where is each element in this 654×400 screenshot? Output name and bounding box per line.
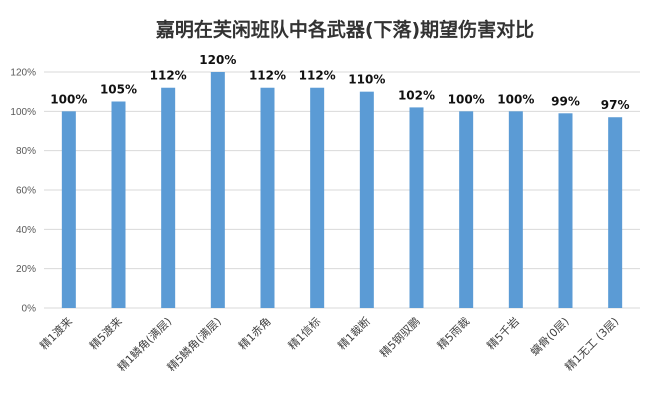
y-tick-label: 100% bbox=[10, 107, 36, 118]
x-tick-label: 精5雨裁 bbox=[435, 315, 472, 352]
data-labels: 100% 105% 112% 120% 112% 112% 110% 102% 100% 100%… bbox=[50, 53, 629, 112]
y-axis-tick-labels: 0% 20% 40% 60% 80% 100% 120% bbox=[10, 68, 36, 315]
x-tick-label: 精1赤角 bbox=[236, 315, 273, 352]
bar bbox=[558, 113, 573, 308]
data-label: 97% bbox=[601, 98, 630, 112]
bar bbox=[210, 72, 225, 308]
data-label: 102% bbox=[398, 88, 435, 102]
y-tick-label: 40% bbox=[16, 225, 36, 236]
y-tick-label: 20% bbox=[16, 264, 36, 275]
y-tick-label: 120% bbox=[10, 68, 36, 79]
x-tick-label: 精1无工 (3层) bbox=[563, 315, 622, 374]
x-tick-label: 精5渡来 bbox=[86, 314, 124, 352]
data-label: 112% bbox=[249, 69, 286, 83]
x-tick-label: 精1渡来 bbox=[37, 314, 75, 352]
bar bbox=[310, 87, 325, 308]
bars bbox=[61, 72, 623, 309]
x-tick-label: 精1裁断 bbox=[335, 314, 373, 352]
x-tick-label: 精1信标 bbox=[285, 314, 323, 352]
bar bbox=[359, 91, 374, 309]
y-tick-label: 60% bbox=[16, 186, 36, 197]
bar bbox=[459, 111, 474, 308]
data-label: 105% bbox=[100, 83, 137, 97]
data-label: 110% bbox=[348, 73, 385, 87]
x-tick-label: 精5千岩 bbox=[484, 314, 522, 352]
chart-title: 嘉明在芙闲班队中各武器(下落)期望伤害对比 bbox=[155, 18, 534, 41]
bar bbox=[111, 101, 126, 308]
data-label: 112% bbox=[150, 69, 187, 83]
bar bbox=[508, 111, 523, 308]
data-label: 100% bbox=[448, 92, 485, 106]
bar bbox=[260, 87, 275, 308]
data-label: 112% bbox=[299, 69, 336, 83]
y-tick-label: 0% bbox=[22, 304, 37, 315]
x-tick-label: 精5钢驭鹏 bbox=[377, 315, 422, 360]
bar bbox=[161, 87, 176, 308]
data-label: 100% bbox=[497, 92, 534, 106]
data-label: 99% bbox=[551, 94, 580, 108]
data-label: 120% bbox=[199, 53, 236, 67]
bar bbox=[409, 107, 424, 309]
x-tick-label: 螭骨(0层) bbox=[527, 314, 571, 358]
bar bbox=[61, 111, 76, 308]
data-label: 100% bbox=[50, 92, 87, 106]
bar bbox=[608, 117, 623, 308]
y-tick-label: 80% bbox=[16, 146, 36, 157]
gridlines bbox=[44, 71, 640, 309]
